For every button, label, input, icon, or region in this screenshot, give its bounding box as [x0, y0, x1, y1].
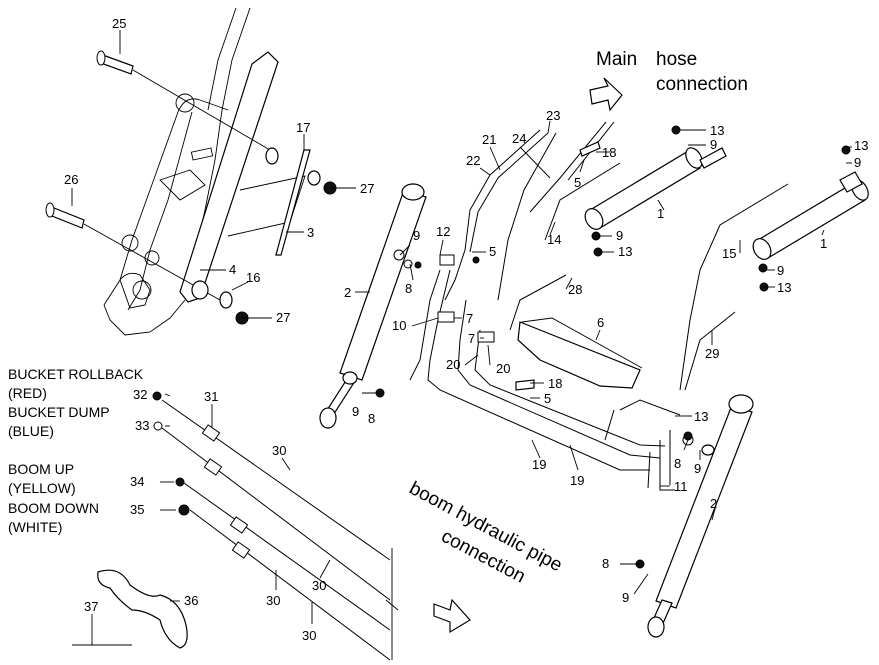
callout: 10 [392, 318, 406, 333]
callout: 7 [468, 331, 475, 346]
callout: 5 [574, 175, 581, 190]
up-arrow-icon [589, 77, 623, 112]
control-hoses [152, 391, 399, 661]
callout: 1 [820, 236, 827, 251]
leader-lines [71, 30, 852, 645]
callout: 2 [344, 285, 351, 300]
label-yellow: (YELLOW) [8, 480, 76, 496]
caption-main: Main [596, 49, 637, 70]
callout: 8 [405, 281, 412, 296]
callout: 25 [112, 16, 126, 31]
callout: 9 [413, 228, 420, 243]
label-white: (WHITE) [8, 519, 62, 535]
callout: 33 [135, 418, 149, 433]
callout: 3 [307, 225, 314, 240]
callout: 15 [722, 246, 736, 261]
callout: 9 [710, 137, 717, 152]
label-boom-up: BOOM UP [8, 461, 74, 477]
callout-numbers: 25 17 27 26 3 4 16 27 2 9 8 12 5 10 7 7 … [64, 16, 868, 643]
callout: 9 [616, 228, 623, 243]
caption-hose: hose [656, 49, 697, 70]
callout: 20 [446, 357, 460, 372]
callout: 20 [496, 361, 510, 376]
callout: 5 [489, 244, 496, 259]
callout: 9 [352, 404, 359, 419]
label-blue: (BLUE) [8, 423, 54, 439]
callout: 4 [229, 262, 236, 277]
callout: 13 [694, 409, 708, 424]
callout: 16 [246, 270, 260, 285]
loader-arm [103, 7, 251, 336]
callout: 13 [618, 244, 632, 259]
callout: 9 [777, 263, 784, 278]
callout: 9 [854, 155, 861, 170]
caption-connection: connection [656, 74, 748, 95]
callout: 13 [710, 123, 724, 138]
callout: 27 [276, 310, 290, 325]
callout: 12 [436, 224, 450, 239]
callout: 21 [482, 132, 496, 147]
callout: 11 [674, 479, 688, 494]
clamps [515, 141, 601, 391]
callout: 24 [512, 131, 526, 146]
callout: 19 [532, 457, 546, 472]
callout: 29 [705, 346, 719, 361]
callout: 19 [570, 473, 584, 488]
cylinder-right [647, 394, 754, 638]
callout: 18 [602, 145, 616, 160]
callout: 34 [130, 474, 144, 489]
shaft-3 [275, 149, 311, 256]
pin-25 [96, 50, 271, 151]
callout: 32 [133, 387, 147, 402]
cylinder-left [319, 183, 427, 429]
label-bucket-dump: BUCKET DUMP [8, 404, 110, 420]
direction-arrows [433, 77, 623, 634]
callout: 30 [312, 578, 326, 593]
callout: 8 [368, 411, 375, 426]
callout: 27 [360, 181, 374, 196]
callout: 14 [547, 232, 561, 247]
label-bucket-rollback: BUCKET ROLLBACK [8, 366, 144, 382]
callout: 9 [694, 461, 701, 476]
callout: 6 [597, 315, 604, 330]
callout: 26 [64, 172, 78, 187]
callout: 8 [674, 456, 681, 471]
callout: 35 [130, 502, 144, 517]
callout: 1 [657, 206, 664, 221]
fittings [375, 125, 851, 569]
spiral-wrap [72, 569, 188, 649]
callout: 36 [184, 593, 198, 608]
hose-bracket [517, 317, 643, 389]
down-arrow-icon [433, 598, 471, 634]
callout: 37 [84, 599, 98, 614]
callout: 9 [622, 590, 629, 605]
callout: 23 [546, 108, 560, 123]
callout: 8 [602, 556, 609, 571]
label-red: (RED) [8, 385, 47, 401]
callout: 22 [466, 153, 480, 168]
label-boom-down: BOOM DOWN [8, 500, 99, 516]
callout: 17 [296, 120, 310, 135]
callout: 30 [302, 628, 316, 643]
callout: 5 [544, 391, 551, 406]
callout: 18 [548, 376, 562, 391]
callout: 30 [272, 443, 286, 458]
callout: 30 [266, 593, 280, 608]
callout: 7 [466, 311, 473, 326]
callout: 13 [777, 280, 791, 295]
bucket-cylinders [584, 147, 869, 260]
callout: 2 [710, 496, 717, 511]
callout: 13 [854, 138, 868, 153]
callout: 31 [204, 389, 218, 404]
callout: 28 [568, 282, 582, 297]
